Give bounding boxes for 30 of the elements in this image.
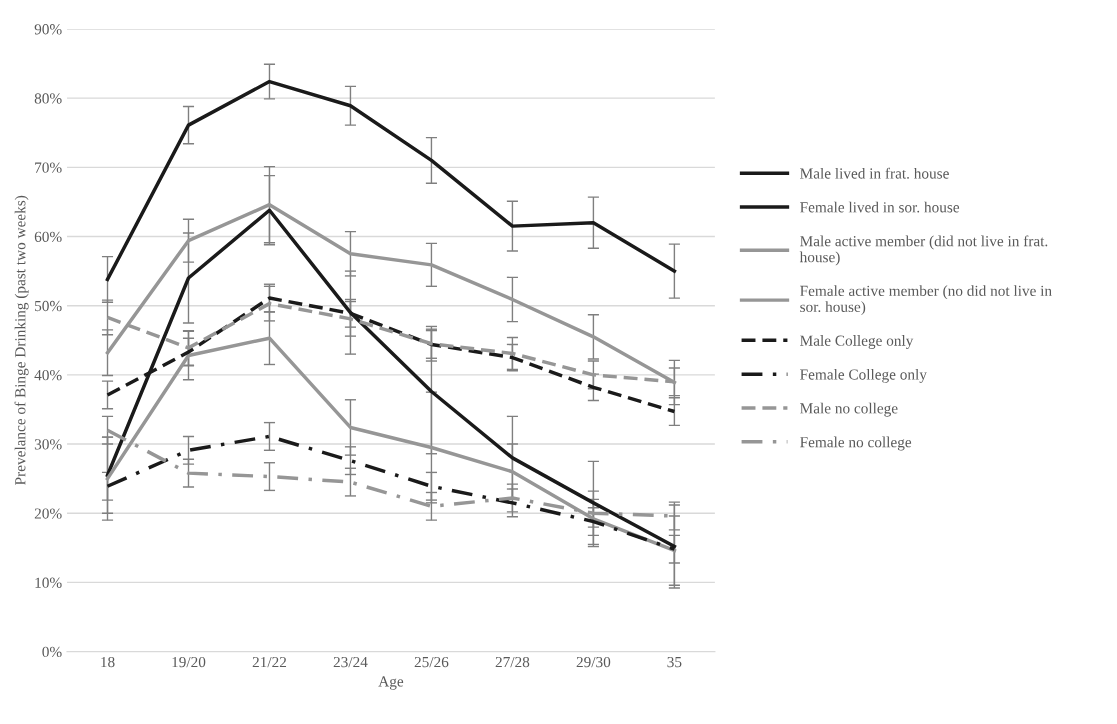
legend-label: Female no college: [800, 436, 912, 451]
y-tick-label: 20%: [34, 508, 62, 519]
y-tick-label: 0%: [42, 646, 62, 658]
y-tick-label: 90%: [34, 24, 62, 35]
x-tick-label: 23/24: [333, 656, 368, 668]
y-axis-title: Prevelance of Binge Drinking (past two weeks): [14, 195, 29, 485]
legend-label: Female lived in sor. house: [800, 201, 960, 213]
legend-label: Female active member (no did not live in sor. house): [800, 285, 1052, 316]
legend-label: Male College only: [800, 335, 914, 349]
y-tick-label: 80%: [34, 93, 62, 104]
x-tick-label: 21/22: [252, 656, 287, 668]
legend-label: Male no college: [800, 402, 898, 417]
y-tick-label: 70%: [35, 162, 62, 173]
x-axis-title: Age: [378, 676, 404, 690]
legend-label: Male lived in frat. house: [800, 167, 949, 179]
y-tick-label: 60%: [34, 231, 62, 243]
x-tick-label: 29/30: [576, 656, 611, 668]
legend-label: Male active member (did not live in frat. house): [799, 235, 1048, 266]
legend-label: Female College only: [800, 368, 927, 383]
x-tick-label: 18: [101, 656, 115, 668]
y-tick-label: 50%: [35, 300, 62, 312]
x-tick-label: 25/26: [414, 656, 449, 668]
x-tick-label: 27/28: [495, 656, 530, 668]
x-tick-label: 35: [667, 656, 682, 668]
y-tick-label: 30%: [34, 439, 62, 450]
line-series: [105, 79, 677, 282]
x-tick-label: 19/20: [172, 656, 206, 668]
y-tick-label: 40%: [34, 370, 62, 381]
y-tick-label: 10%: [35, 577, 62, 588]
line-series: [105, 336, 677, 553]
